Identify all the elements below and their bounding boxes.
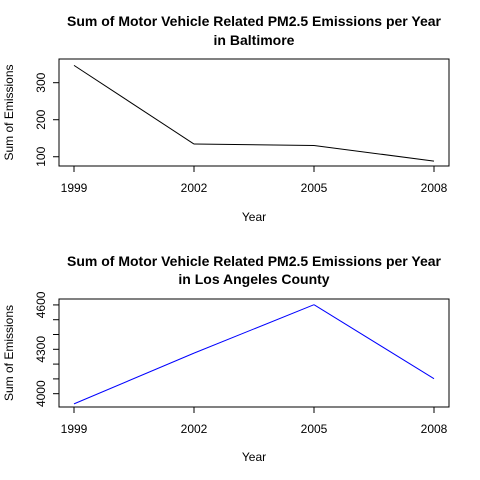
x-axis-label: Year	[242, 210, 266, 224]
series-line-segment	[193, 143, 315, 146]
series-line-segment	[313, 304, 435, 380]
chart-panel-1: Sum of Motor Vehicle Related PM2.5 Emiss…	[2, 13, 450, 224]
x-tick-label: 2008	[421, 181, 448, 195]
y-tick-label: 200	[34, 109, 48, 129]
chart-title-line: in Los Angeles County	[178, 271, 329, 287]
chart-title-line: Sum of Motor Vehicle Related PM2.5 Emiss…	[67, 253, 442, 269]
plot-frame	[58, 58, 450, 167]
chart-title-line: in Baltimore	[214, 32, 295, 48]
y-tick-label: 4300	[34, 336, 48, 363]
plot-frame	[58, 298, 450, 408]
y-tick-label: 4000	[34, 380, 48, 407]
series-line-segment	[73, 64, 195, 145]
x-tick-label: 2008	[421, 422, 448, 436]
x-axis-label: Year	[242, 450, 266, 464]
y-tick-label: 100	[34, 146, 48, 166]
x-tick-label: 2005	[301, 422, 328, 436]
chart-panel-2: Sum of Motor Vehicle Related PM2.5 Emiss…	[2, 253, 450, 464]
series-line-segment	[73, 352, 195, 405]
chart-title-line: Sum of Motor Vehicle Related PM2.5 Emiss…	[67, 13, 442, 29]
y-tick-label: 300	[34, 72, 48, 92]
x-tick-label: 1999	[61, 422, 88, 436]
series-line-segment	[313, 144, 435, 162]
y-axis-label: Sum of Emissions	[2, 305, 16, 401]
y-tick-label: 4600	[34, 291, 48, 318]
x-tick-label: 1999	[61, 181, 88, 195]
x-tick-label: 2002	[181, 422, 208, 436]
x-tick-label: 2002	[181, 181, 208, 195]
y-axis-label: Sum of Emissions	[2, 64, 16, 160]
series-line-segment	[193, 304, 315, 354]
x-tick-label: 2005	[301, 181, 328, 195]
